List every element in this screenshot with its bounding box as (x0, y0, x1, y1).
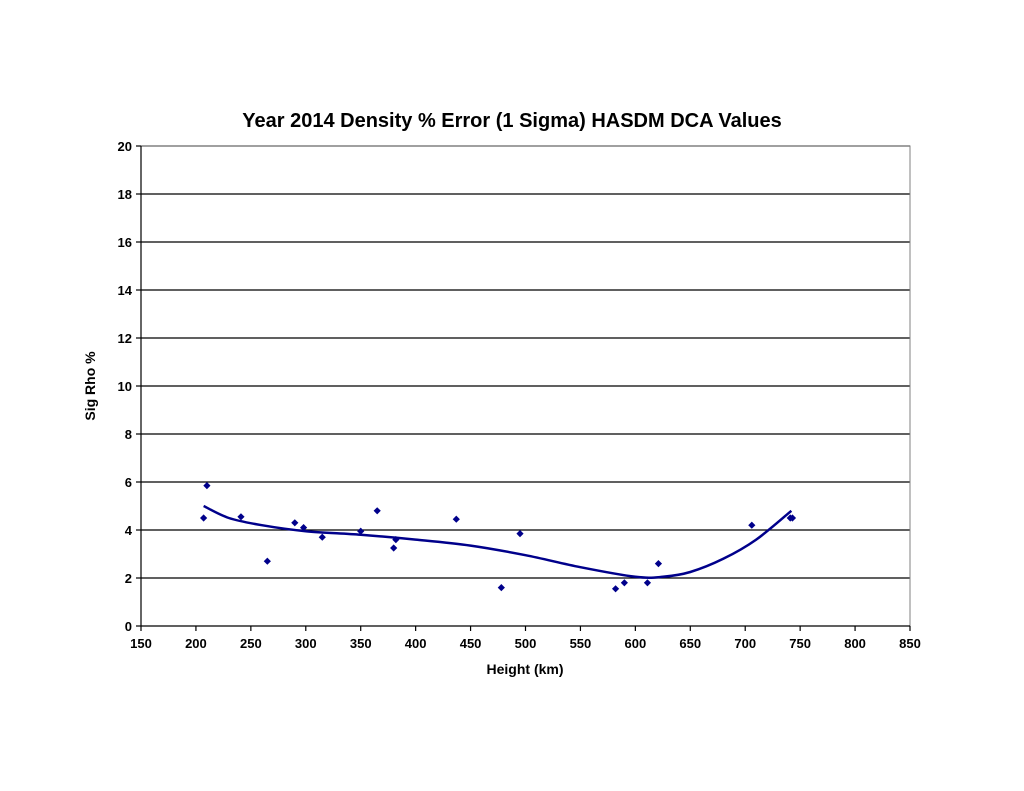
y-tick-label: 18 (118, 187, 132, 202)
data-point (237, 513, 245, 521)
y-tick-label: 2 (125, 571, 132, 586)
x-tick-label: 350 (350, 636, 372, 651)
x-tick-label: 850 (899, 636, 921, 651)
x-tick-label: 700 (734, 636, 756, 651)
data-points (200, 482, 797, 593)
grid-lines (141, 145, 910, 579)
x-tick-label: 600 (625, 636, 647, 651)
y-axis-label: Sig Rho % (82, 351, 98, 421)
x-axis-label: Height (km) (487, 661, 564, 677)
y-tick-label: 16 (118, 235, 132, 250)
x-tick-label: 800 (844, 636, 866, 651)
chart-title: Year 2014 Density % Error (1 Sigma) HASD… (242, 110, 781, 132)
data-point (263, 557, 271, 565)
data-point (357, 527, 365, 535)
x-tick-label: 750 (789, 636, 811, 651)
y-tick-label: 6 (125, 475, 132, 490)
data-point (373, 507, 381, 515)
y-tick-label: 12 (118, 331, 132, 346)
x-tick-label: 400 (405, 636, 427, 651)
data-point (620, 579, 628, 587)
data-point (516, 530, 524, 538)
x-tick-labels: 150 200 250 300 350 400 450 500 550 600 650 700 750 8… (130, 626, 921, 651)
data-point (788, 514, 797, 522)
y-tick-label: 20 (118, 139, 132, 154)
x-tick-label: 650 (679, 636, 701, 651)
data-point (643, 579, 652, 587)
data-point (203, 482, 211, 490)
x-tick-label: 550 (570, 636, 592, 651)
x-tick-label: 500 (515, 636, 537, 651)
data-point (291, 519, 299, 527)
y-tick-label: 14 (118, 283, 133, 298)
x-tick-label: 150 (130, 636, 152, 651)
y-tick-label: 8 (125, 427, 132, 442)
data-point (654, 560, 663, 568)
x-tick-label: 250 (240, 636, 262, 651)
data-point (452, 515, 460, 523)
data-point (318, 533, 326, 541)
trend-line (203, 504, 793, 579)
x-tick-label: 450 (460, 636, 482, 651)
data-point (200, 514, 208, 522)
y-tick-labels: 0 2 4 6 8 10 12 14 16 18 20 (118, 139, 141, 634)
y-tick-label: 10 (118, 379, 132, 394)
data-point (497, 584, 505, 592)
y-tick-label: 4 (125, 523, 133, 538)
x-tick-label: 200 (185, 636, 207, 651)
data-point (299, 524, 308, 532)
data-point (748, 521, 756, 529)
x-tick-label: 300 (295, 636, 317, 651)
data-point (390, 544, 398, 552)
data-point (392, 536, 400, 544)
y-tick-label: 0 (125, 619, 132, 634)
data-point (611, 585, 620, 593)
